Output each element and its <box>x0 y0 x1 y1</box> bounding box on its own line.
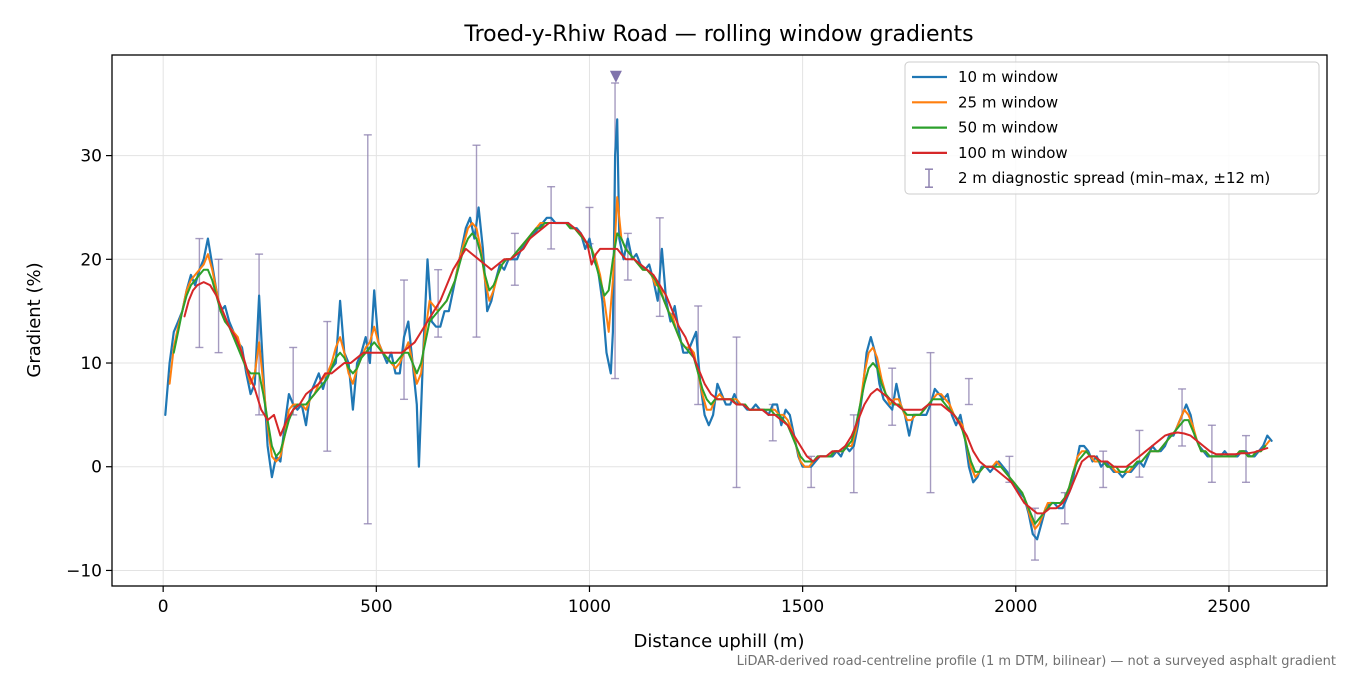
x-tick-label: 1000 <box>568 597 611 617</box>
x-tick-label: 2500 <box>1207 597 1250 617</box>
x-tick-label: 500 <box>360 597 392 617</box>
legend-label: 100 m window <box>958 144 1068 162</box>
diagnostic-spread-bar <box>926 351 935 494</box>
x-tick-label: 0 <box>158 597 169 617</box>
peak-marker-layer <box>609 70 622 83</box>
x-axis-label: Distance uphill (m) <box>634 631 805 652</box>
diagnostic-spread-bar <box>1099 450 1108 489</box>
diagnostic-spread-bar <box>323 320 332 452</box>
diagnostic-spread-bar <box>1242 434 1250 483</box>
y-axis-label: Gradient (%) <box>24 262 45 377</box>
diagnostic-spread-bar <box>1207 424 1216 483</box>
diagnostic-spread-bar <box>888 367 897 426</box>
chart-title: Troed-y-Rhiw Road — rolling window gradi… <box>463 22 973 47</box>
legend-label: 50 m window <box>958 119 1058 137</box>
y-tick-label: 30 <box>80 147 102 167</box>
series-line-w10 <box>164 118 1273 541</box>
diagnostic-spread-bar <box>732 336 741 489</box>
legend-frame <box>904 61 1320 195</box>
y-tick-label: −10 <box>66 561 102 581</box>
diagnostic-spread-bar <box>849 414 858 494</box>
legend-label: 10 m window <box>958 68 1058 86</box>
plot-area-frame <box>111 54 1328 587</box>
diagnostic-spread-bar <box>964 377 973 406</box>
x-tick-label: 1500 <box>781 597 824 617</box>
legend-label: 25 m window <box>958 93 1058 111</box>
y-tick-label: 0 <box>91 458 102 478</box>
legend-swatch <box>925 168 933 188</box>
diagnostic-spread-bar <box>195 237 204 349</box>
series-lines <box>164 118 1273 541</box>
legend-entry-w25: 25 m window <box>912 93 1058 111</box>
y-tick-label: 10 <box>80 354 102 374</box>
diagnostic-spread-bar <box>255 253 264 416</box>
legend-entry-w50: 50 m window <box>912 119 1058 137</box>
legend: 10 m window 25 m window 50 m window 100 m w… <box>904 61 1320 195</box>
x-tick-label: 2000 <box>994 597 1037 617</box>
legend-entry-w100: 100 m window <box>912 144 1068 162</box>
legend-entry-w10: 10 m window <box>912 68 1058 86</box>
legend-entry-diag: 2 m diagnostic spread (min–max, ±12 m) <box>925 168 1270 188</box>
y-tick-label: 20 <box>80 250 102 270</box>
axis-ticks: 0 500 1000 1500 2000 2500 −10 0 10 20 30 <box>66 147 1250 617</box>
legend-label: 2 m diagnostic spread (min–max, ±12 m) <box>958 169 1270 187</box>
footnote: LiDAR-derived road-centreline profile (1… <box>737 654 1336 669</box>
series-line-w100 <box>183 222 1269 515</box>
peak-marker-triangle <box>609 70 622 83</box>
diagnostic-spread-bar <box>363 134 372 525</box>
diagnostic-spread-bar <box>1030 507 1039 561</box>
diagnostic-spread-bar <box>1135 429 1144 478</box>
